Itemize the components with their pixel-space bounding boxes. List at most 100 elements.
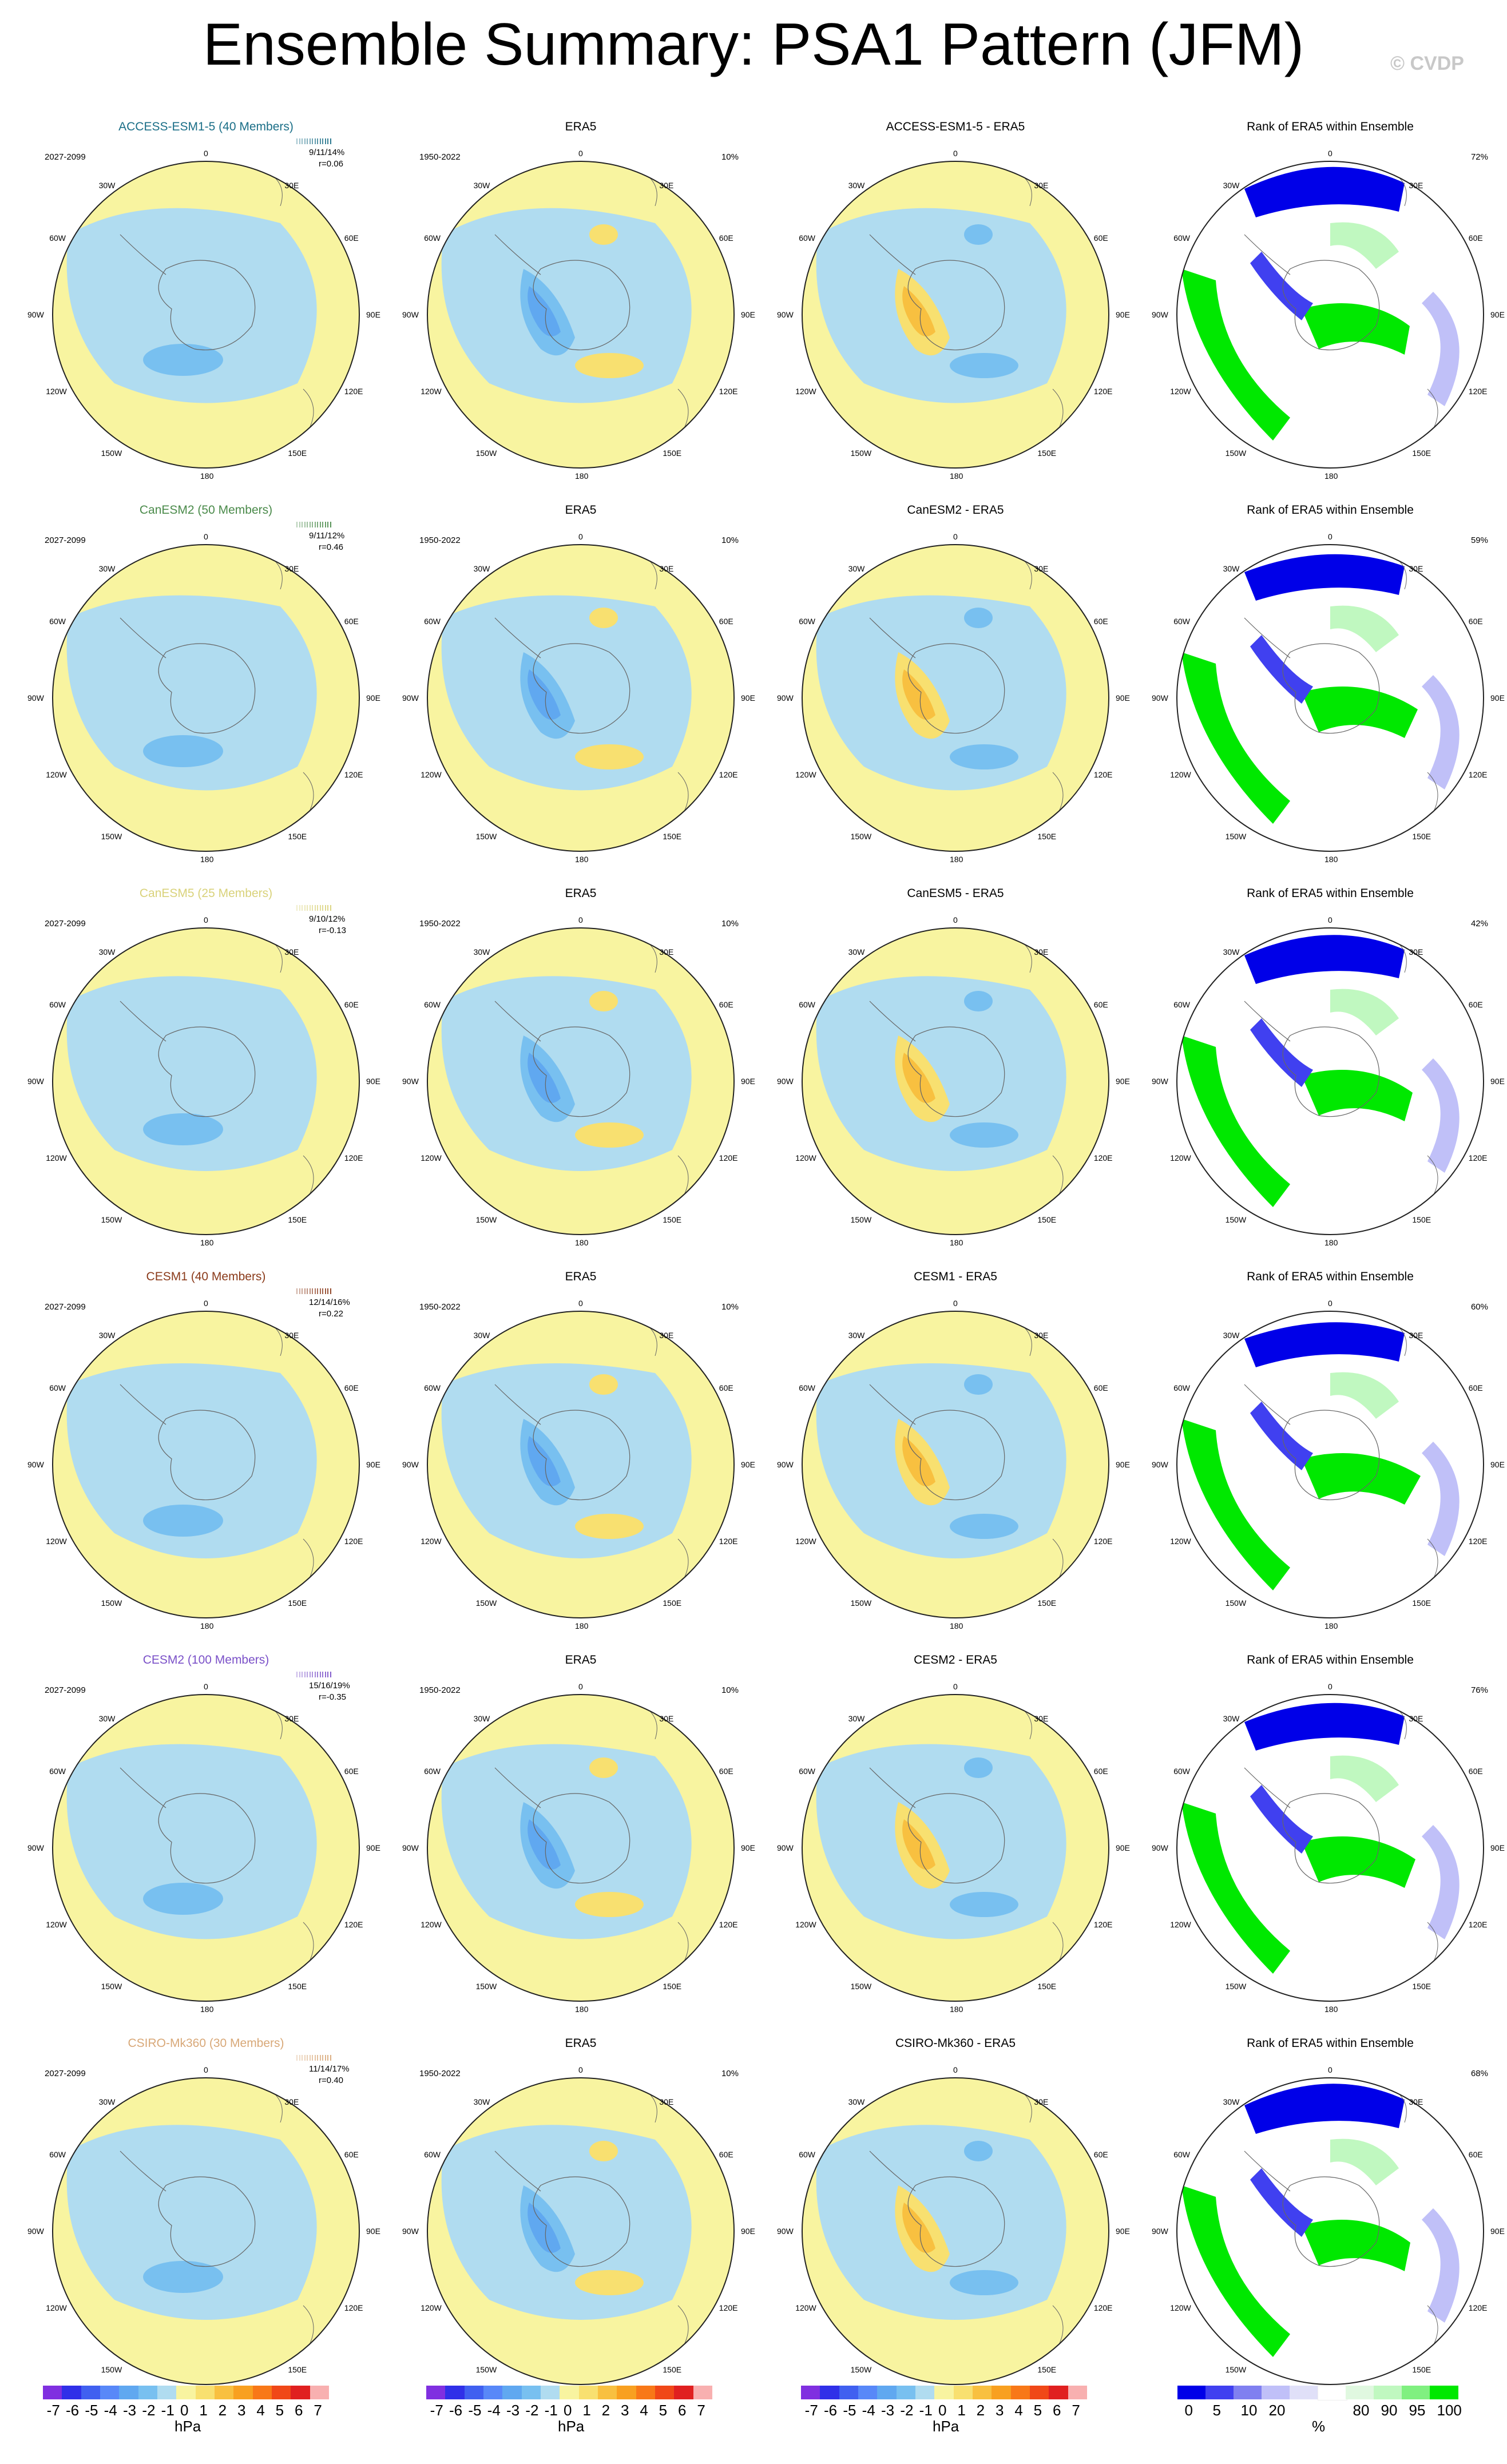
panel-r3-c3: CanESM5 - ERA5 0 30E 60E 90E 120E 150E 180 150W 1…: [777, 887, 1130, 1247]
lon-label-bottom: 180: [200, 1238, 214, 1247]
panel-r6-c3: CSIRO-Mk360 - ERA5030E60E90E120E150E1801…: [777, 2037, 1130, 2397]
lon-label-e4: 150E: [288, 831, 307, 841]
lon-label-e4: 150E: [1412, 1598, 1431, 1608]
lon-label-e2: 90E: [1116, 310, 1130, 319]
colorbar-cell: [272, 2386, 291, 2399]
lon-label-nw: 30W: [473, 947, 490, 957]
member-spread-icon: [292, 1287, 338, 1295]
polar-map: [427, 1311, 735, 1618]
lon-label-nw: 30W: [473, 1714, 490, 1724]
colorbar-cell: [1049, 2386, 1069, 2399]
lon-label-nw: 30W: [98, 947, 116, 957]
lon-label-e2: 90E: [1490, 2227, 1505, 2236]
lon-label-w2: 90W: [1152, 2227, 1168, 2236]
lon-label-nw: 30W: [98, 1331, 116, 1340]
lon-label-w2: 90W: [402, 1843, 419, 1852]
colorbar-cell: [215, 2386, 234, 2399]
colorbar-tick-label: 5: [1212, 2402, 1221, 2419]
polar-map: [427, 2077, 735, 2385]
lon-label-w1: 60W: [799, 1383, 815, 1392]
lon-label-e1: 60E: [1468, 1767, 1483, 1776]
colorbar-cell: [445, 2386, 465, 2399]
lon-label-e1: 60E: [344, 1767, 359, 1776]
lon-label-nw: 30W: [848, 1331, 865, 1340]
lon-label-e4: 150E: [663, 448, 682, 458]
panel-r6-c1: CSIRO-Mk360 (30 Members) 2027-2099 11/14/1…: [27, 2037, 380, 2397]
panel-title: CanESM5 - ERA5: [907, 887, 1004, 900]
colorbar-cell: [1068, 2386, 1088, 2399]
lon-label-w1: 60W: [49, 1000, 66, 1009]
lon-label-w3: 120W: [46, 2303, 67, 2312]
lon-label-e4: 150E: [663, 2364, 682, 2374]
lon-label-e1: 60E: [344, 617, 359, 626]
lon-label-ne: 30E: [659, 947, 674, 957]
lon-label-bottom: 180: [575, 471, 589, 481]
lon-label-e3: 120E: [1468, 1920, 1488, 1929]
pattern-correlation-label: r=0.46: [319, 542, 343, 552]
lon-label-w1: 60W: [1173, 617, 1190, 626]
lon-label-e4: 150E: [663, 1981, 682, 1991]
colorbar-cell: [934, 2386, 954, 2399]
colorbar-hpa-3: -7 -6 -5 -4 -3 -2 -1 0 1 2 3 4 5 6 7 hPa: [801, 2386, 1088, 2449]
rank-map: [1176, 927, 1484, 1235]
panel-r2-c1: CanESM2 (50 Members) 2027-2099 9/11/12% r=0…: [27, 503, 380, 864]
member-spread-icon: [292, 1671, 338, 1679]
lon-label-e1: 60E: [1093, 1767, 1108, 1776]
colorbar-hpa-1: -7 -6 -5 -4 -3 -2 -1 0 1 2 3 4 5 6 7 hPa: [43, 2386, 330, 2449]
colorbar-tick-label: 90: [1381, 2402, 1398, 2419]
colorbar-tick-label: 4: [256, 2402, 265, 2419]
panel-title: Rank of ERA5 within Ensemble: [1247, 1270, 1414, 1283]
panel-title: Rank of ERA5 within Ensemble: [1247, 120, 1414, 133]
lon-label-e2: 90E: [741, 1843, 755, 1852]
colorbar-tick-label: 10: [1240, 2402, 1258, 2419]
colorbar-cell: [877, 2386, 897, 2399]
colorbar-cell: [598, 2386, 617, 2399]
lon-label-e2: 90E: [741, 693, 755, 703]
panel-title: ERA5: [565, 1653, 597, 1667]
lon-label-w2: 90W: [1152, 1077, 1168, 1086]
pattern-correlation-label: r=-0.35: [319, 1692, 346, 1702]
colorbar-cell: [483, 2386, 503, 2399]
lon-label-w3: 120W: [46, 1920, 67, 1929]
panel-r6-c2: ERA51950-202210%030E60E90E120E150E180150…: [402, 2037, 755, 2397]
lon-label-top: 0: [204, 532, 208, 541]
lon-label-top: 0: [204, 915, 208, 925]
lon-label-bottom: 180: [1324, 1238, 1338, 1247]
lon-label-e1: 60E: [344, 1383, 359, 1392]
colorbar-tick-label: 5: [1033, 2402, 1042, 2419]
lon-label-bottom: 180: [950, 2005, 963, 2014]
lon-label-w1: 60W: [49, 233, 66, 243]
polar-map: [52, 1311, 360, 1618]
lon-label-e3: 120E: [719, 1920, 738, 1929]
colorbar-cell: [1030, 2386, 1049, 2399]
lon-label-e2: 90E: [1116, 1843, 1130, 1852]
lon-label-w3: 120W: [1170, 770, 1191, 779]
panel-r1-c4: Rank of ERA5 within Ensemble 72% 0 30E 60E 90…: [1152, 120, 1505, 481]
lon-label-top: 0: [204, 2065, 208, 2074]
lon-label-w2: 90W: [27, 1843, 44, 1852]
polar-map: [427, 544, 735, 852]
colorbar-cell: [464, 2386, 484, 2399]
lon-label-top: 0: [578, 915, 583, 925]
lon-label-bottom: 180: [575, 2005, 589, 2014]
lon-label-w2: 90W: [27, 693, 44, 703]
lon-label-ne: 30E: [659, 181, 674, 191]
colorbar-tick-label: -5: [468, 2402, 482, 2419]
colorbar-tick-label: 100: [1437, 2402, 1462, 2419]
lon-label-e3: 120E: [719, 1537, 738, 1546]
lon-label-e2: 90E: [1116, 2227, 1130, 2236]
lon-label-e1: 60E: [1468, 617, 1483, 626]
colorbar-tick-label: 95: [1409, 2402, 1426, 2419]
lon-label-e3: 120E: [344, 1537, 363, 1546]
lon-label-e1: 60E: [344, 2150, 359, 2159]
lon-label-e1: 60E: [719, 1383, 733, 1392]
lon-label-ne: 30E: [659, 564, 674, 574]
lon-label-ne: 30E: [1409, 181, 1423, 191]
lon-label-w4: 150W: [101, 1981, 122, 1991]
panel-r2-c4: Rank of ERA5 within Ensemble 59% 0 30E 60E 90…: [1152, 503, 1505, 864]
lon-label-e4: 150E: [288, 2364, 307, 2374]
lon-label-bottom: 180: [1324, 855, 1338, 864]
rank-percent-label: 68%: [1470, 2069, 1488, 2078]
colorbar-tick-label: 7: [697, 2402, 705, 2419]
lon-label-ne: 30E: [1034, 564, 1049, 574]
